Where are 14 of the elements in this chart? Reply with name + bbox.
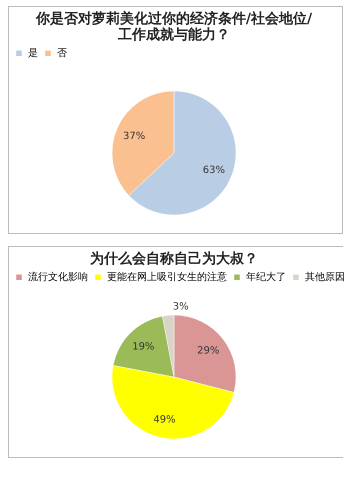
legend-label: 其他原因 xyxy=(305,271,345,284)
chart-title: 你是否对萝莉美化过你的经济条件/社会地位/工作成就与能力？ xyxy=(34,10,313,43)
data-label: 19% xyxy=(132,341,154,352)
legend-label: 流行文化影响 xyxy=(28,271,88,284)
data-label: 49% xyxy=(153,414,176,426)
legend-label: 否 xyxy=(57,48,67,60)
legend-label: 年纪大了 xyxy=(246,271,286,284)
data-label: 3% xyxy=(172,301,189,312)
data-label: 63% xyxy=(202,165,225,176)
data-label: 37% xyxy=(123,130,146,142)
data-label: 29% xyxy=(197,345,220,356)
legend-label: 更能在网上吸引女生的注意 xyxy=(107,271,227,284)
legend-label: 是 xyxy=(28,48,38,60)
chart-title: 为什么会自称自己为大叔？ xyxy=(90,251,258,267)
